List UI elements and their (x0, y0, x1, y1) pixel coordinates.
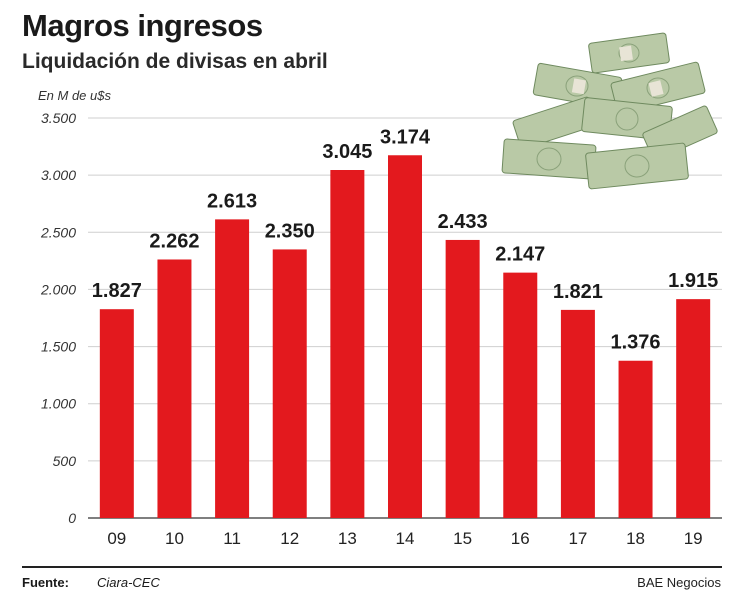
bar (445, 239, 480, 518)
value-label: 2.350 (265, 220, 315, 242)
value-label: 2.613 (207, 190, 257, 212)
y-tick-label: 2.500 (40, 224, 76, 240)
bar (560, 309, 595, 518)
chart-title: Magros ingresos (22, 8, 263, 43)
bar (503, 272, 538, 518)
chart-subtitle: Liquidación de divisas en abril (22, 50, 328, 73)
value-label: 2.433 (438, 211, 488, 233)
x-tick-label: 09 (107, 529, 126, 548)
value-label: 3.045 (322, 141, 372, 163)
x-tick-label: 15 (453, 529, 472, 548)
y-tick-label: 3.000 (41, 167, 76, 183)
x-tick-label: 16 (511, 529, 530, 548)
footer-divider (22, 566, 722, 568)
value-label: 1.827 (92, 280, 142, 302)
bar (388, 155, 422, 518)
x-tick-label: 10 (165, 529, 184, 548)
x-axis-ticks: 09 10 11 12 13 14 15 16 17 18 19 (107, 529, 702, 548)
x-tick-label: 11 (223, 529, 241, 548)
y-axis-ticks: 0 500 1.000 1.500 2.000 2.500 3.000 3.500 (40, 110, 76, 526)
money-stacks-image (501, 32, 718, 190)
source-label: Fuente: (22, 575, 69, 590)
y-tick-label: 2.000 (40, 281, 76, 297)
source-value: Ciara-CEC (97, 575, 160, 590)
bar (330, 170, 365, 518)
bars (99, 155, 711, 518)
value-label: 2.262 (149, 230, 199, 252)
bar-chart: 0 500 1.000 1.500 2.000 2.500 3.000 3.500 1.827… (40, 110, 722, 548)
bar (272, 249, 307, 518)
value-label: 1.821 (553, 281, 603, 303)
value-label: 3.174 (380, 126, 431, 148)
publisher-credit: BAE Negocios (637, 575, 721, 590)
y-tick-label: 1.500 (41, 339, 76, 355)
x-tick-label: 18 (626, 529, 645, 548)
value-label: 1.915 (668, 270, 718, 292)
x-tick-label: 17 (568, 529, 587, 548)
x-tick-label: 13 (338, 529, 357, 548)
value-labels: 1.827 2.262 2.613 2.350 3.045 3.174 2.433 2.147… (92, 126, 718, 353)
y-tick-label: 3.500 (41, 110, 76, 126)
y-tick-label: 1.000 (41, 396, 76, 412)
bar (99, 309, 134, 518)
y-tick-label: 0 (68, 510, 76, 526)
x-tick-label: 19 (684, 529, 703, 548)
bar (618, 360, 653, 518)
x-tick-label: 12 (280, 529, 299, 548)
y-tick-label: 500 (53, 453, 77, 469)
y-axis-unit-label: En M de u$s (38, 88, 111, 103)
bar (215, 219, 250, 518)
value-label: 1.376 (611, 332, 661, 354)
value-label: 2.147 (495, 244, 545, 266)
x-tick-label: 14 (396, 529, 415, 548)
bar (157, 259, 192, 518)
bar (676, 299, 711, 518)
